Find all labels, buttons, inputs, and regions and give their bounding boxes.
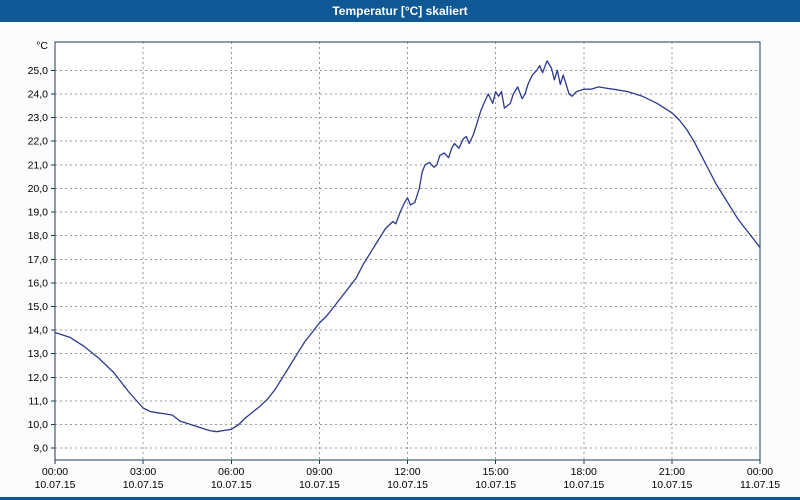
chart-area: 9,0 10,0 11,0 12,0 13,0 14,0 15,0 16,0 17,0 18,0 1… bbox=[0, 22, 800, 497]
x-tick-date-label: 10.07.15 bbox=[123, 479, 164, 491]
bottom-accent-strip bbox=[0, 497, 800, 500]
y-tick-label: 25,0 bbox=[28, 65, 49, 77]
y-tick-label: 11,0 bbox=[28, 395, 48, 407]
y-tick-label: 15,0 bbox=[28, 301, 49, 313]
x-tick-date-label: 10.07.15 bbox=[299, 479, 340, 491]
y-tick-label: 19,0 bbox=[28, 207, 49, 219]
y-tick-label: 16,0 bbox=[28, 277, 49, 289]
x-tick-time-label: 00:00 bbox=[42, 466, 68, 478]
plot-background bbox=[55, 42, 760, 460]
y-tick-label: 23,0 bbox=[28, 112, 49, 124]
x-tick-date-label: 10.07.15 bbox=[563, 479, 604, 491]
title-bar: Temperatur [°C] skaliert bbox=[0, 0, 800, 22]
x-tick-date-label: 10.07.15 bbox=[387, 479, 428, 491]
chart-title: Temperatur [°C] skaliert bbox=[332, 4, 468, 18]
x-tick-date-label: 10.07.15 bbox=[651, 479, 692, 491]
x-tick-time-label: 03:00 bbox=[130, 466, 156, 478]
x-tick-time-label: 09:00 bbox=[306, 466, 332, 478]
y-tick-label: 20,0 bbox=[28, 183, 49, 195]
y-tick-label: 14,0 bbox=[28, 325, 49, 337]
y-tick-label: 12,0 bbox=[28, 372, 49, 384]
y-tick-label: 21,0 bbox=[28, 159, 49, 171]
x-tick-date-label: 10.07.15 bbox=[211, 479, 252, 491]
x-tick-time-label: 15:00 bbox=[482, 466, 508, 478]
x-tick-time-label: 12:00 bbox=[394, 466, 420, 478]
x-tick-date-label: 11.07.15 bbox=[740, 479, 780, 491]
x-tick-date-label: 10.07.15 bbox=[35, 479, 76, 491]
y-tick-label: 13,0 bbox=[28, 348, 49, 360]
temperature-line-chart: 9,0 10,0 11,0 12,0 13,0 14,0 15,0 16,0 17,0 18,0 1… bbox=[28, 40, 781, 491]
y-tick-label: 9,0 bbox=[33, 443, 48, 455]
y-tick-label: 18,0 bbox=[28, 230, 49, 242]
y-tick-label: 10,0 bbox=[28, 419, 49, 431]
x-tick-time-label: 18:00 bbox=[571, 466, 597, 478]
y-axis-unit-label: °C bbox=[36, 40, 48, 52]
x-tick-time-label: 21:00 bbox=[659, 466, 685, 478]
x-tick-date-label: 10.07.15 bbox=[475, 479, 516, 491]
y-tick-label: 22,0 bbox=[28, 136, 49, 148]
y-tick-label: 24,0 bbox=[28, 88, 49, 100]
y-tick-label: 17,0 bbox=[28, 254, 49, 266]
x-tick-time-label: 00:00 bbox=[747, 466, 773, 478]
x-tick-time-label: 06:00 bbox=[218, 466, 244, 478]
temperature-series-line bbox=[54, 60, 761, 433]
plot-frame bbox=[54, 41, 761, 461]
